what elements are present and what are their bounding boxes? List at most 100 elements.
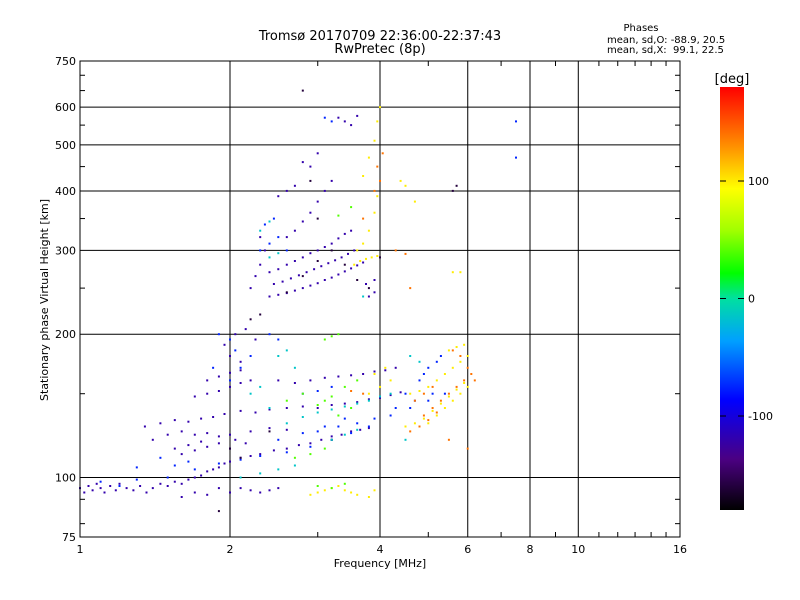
x-axis-label: Frequency [MHz]: [334, 557, 426, 570]
data-point: [135, 466, 138, 469]
y-axis-label: Stationary phase Virtual Height [km]: [38, 199, 51, 401]
data-point: [350, 430, 353, 433]
data-point: [316, 404, 319, 406]
data-point: [87, 485, 90, 487]
data-point: [356, 279, 359, 281]
data-point: [422, 373, 425, 375]
data-point: [212, 416, 215, 418]
data-point: [409, 392, 412, 395]
data-point: [404, 438, 407, 441]
data-point: [285, 447, 288, 450]
data-point: [277, 468, 280, 471]
data-point: [206, 493, 209, 496]
data-point: [239, 487, 242, 490]
data-point: [413, 200, 416, 203]
data-point: [356, 493, 359, 496]
data-point: [173, 464, 176, 467]
data-point: [239, 456, 242, 459]
data-point: [362, 242, 365, 245]
data-point: [343, 263, 346, 266]
data-point: [367, 399, 370, 402]
data-point: [330, 385, 333, 388]
data-point: [350, 390, 353, 392]
data-point: [281, 280, 284, 283]
data-point: [463, 379, 466, 382]
data-point: [376, 255, 379, 257]
data-point: [293, 456, 296, 459]
data-point: [293, 464, 296, 467]
stats-line-o: mean, sd,O: -88.9, 20.5: [607, 35, 725, 46]
data-point: [356, 401, 359, 404]
data-point: [427, 366, 430, 369]
data-point: [193, 449, 196, 452]
data-point: [337, 214, 340, 217]
data-point: [229, 379, 231, 382]
data-point: [166, 433, 169, 436]
data-point: [249, 392, 252, 395]
data-point: [139, 485, 142, 487]
data-point: [362, 392, 365, 395]
data-point: [259, 236, 262, 239]
data-point: [323, 279, 326, 281]
data-point: [337, 485, 340, 487]
data-point: [254, 411, 257, 414]
data-point: [413, 399, 416, 402]
data-point: [418, 379, 421, 382]
data-point: [327, 262, 330, 265]
stats-line-x: mean, sd,X: 99.1, 22.5: [607, 45, 724, 56]
data-point: [435, 414, 438, 417]
data-point: [459, 355, 462, 357]
data-point: [229, 491, 231, 494]
data-point: [109, 485, 112, 487]
data-point: [285, 236, 288, 239]
data-point: [394, 249, 397, 252]
data-point: [268, 295, 271, 298]
data-point: [337, 375, 340, 378]
data-point: [277, 252, 280, 255]
data-point: [217, 442, 220, 445]
data-point: [379, 106, 381, 109]
data-point: [330, 404, 333, 406]
data-point: [316, 491, 319, 494]
data-point: [193, 476, 196, 479]
data-point: [359, 260, 362, 262]
stats-heading: Phases: [623, 23, 658, 34]
data-point: [365, 257, 367, 260]
colorbar: [deg] 100 0 -100: [715, 72, 773, 510]
data-point: [263, 249, 266, 252]
data-point: [289, 277, 292, 280]
data-point: [365, 283, 367, 285]
data-point: [277, 293, 280, 296]
data-point: [301, 432, 304, 435]
data-point: [404, 425, 407, 428]
data-point: [451, 399, 454, 402]
data-point: [379, 396, 381, 399]
data-point: [268, 256, 271, 259]
data-point: [330, 487, 333, 490]
x-tick-label: 6: [464, 543, 471, 556]
data-point: [370, 256, 373, 259]
x-tick-label: 1: [77, 543, 84, 556]
data-point: [309, 453, 312, 456]
data-point: [309, 252, 312, 255]
data-point: [229, 371, 231, 374]
data-point: [337, 116, 340, 119]
data-point: [373, 189, 376, 192]
data-point: [316, 485, 319, 487]
data-point: [249, 318, 252, 321]
data-point: [180, 430, 183, 433]
data-point: [356, 114, 359, 117]
data-point: [422, 414, 425, 417]
data-point: [323, 399, 326, 402]
data-point: [268, 333, 271, 336]
data-point: [337, 237, 340, 240]
data-point: [381, 152, 384, 155]
data-point: [343, 402, 346, 405]
data-point: [439, 355, 442, 357]
data-point: [356, 249, 359, 252]
data-point: [99, 487, 102, 490]
data-point: [99, 480, 102, 483]
data-point: [143, 425, 146, 428]
data-point: [277, 338, 280, 341]
data-point: [431, 385, 434, 388]
